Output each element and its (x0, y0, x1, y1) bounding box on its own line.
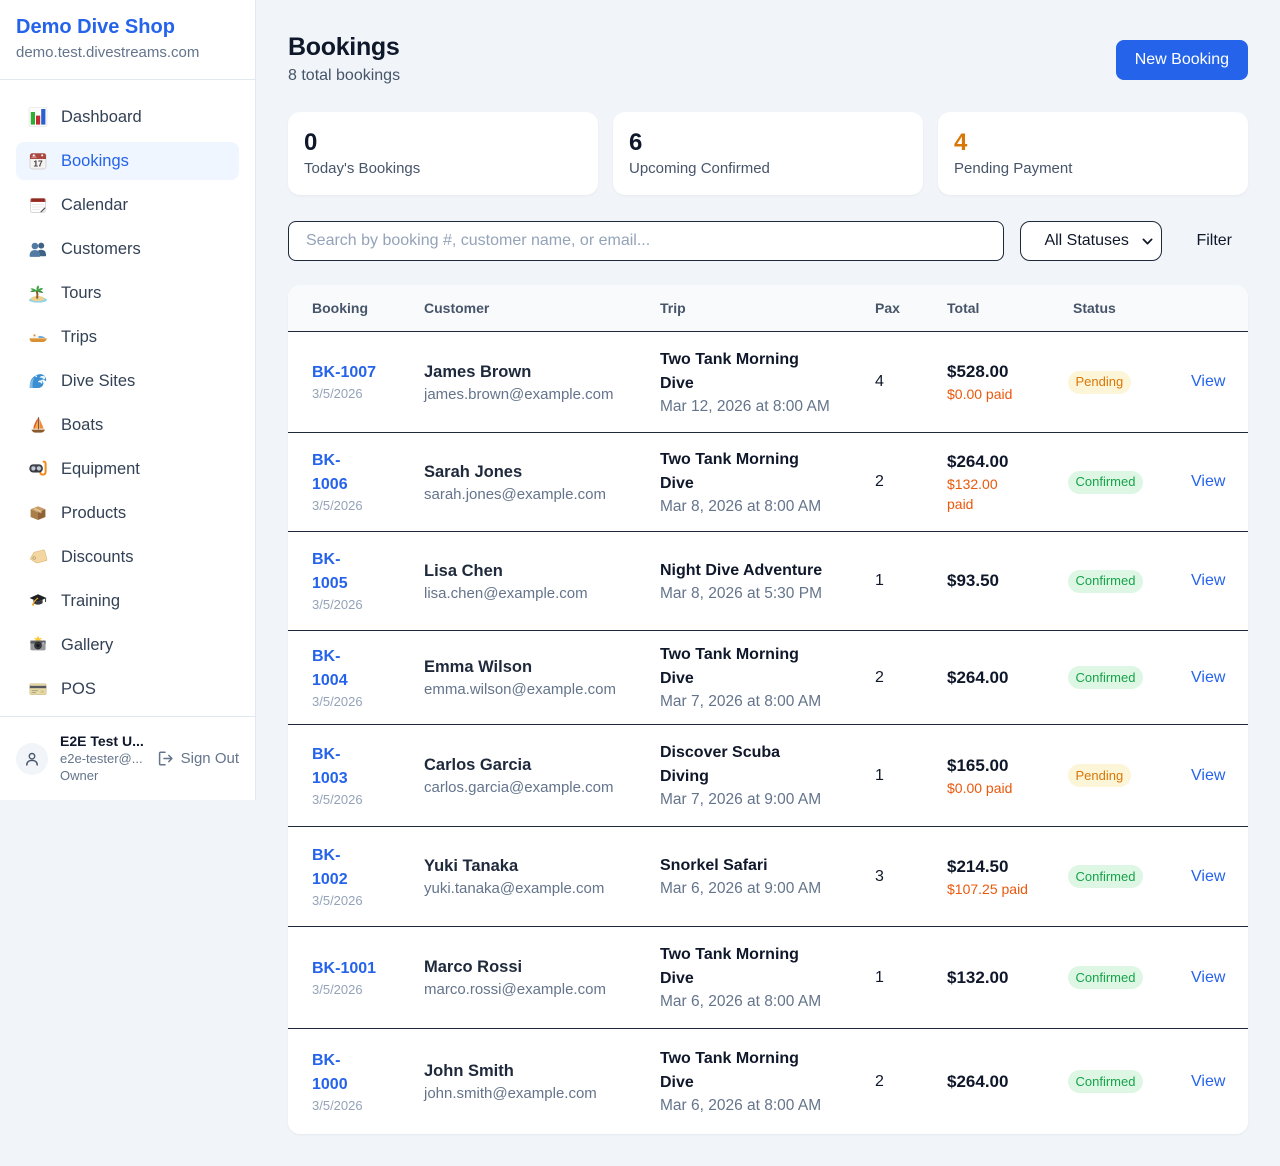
svg-text:JUL: JUL (31, 155, 37, 159)
svg-text:17: 17 (33, 159, 43, 169)
